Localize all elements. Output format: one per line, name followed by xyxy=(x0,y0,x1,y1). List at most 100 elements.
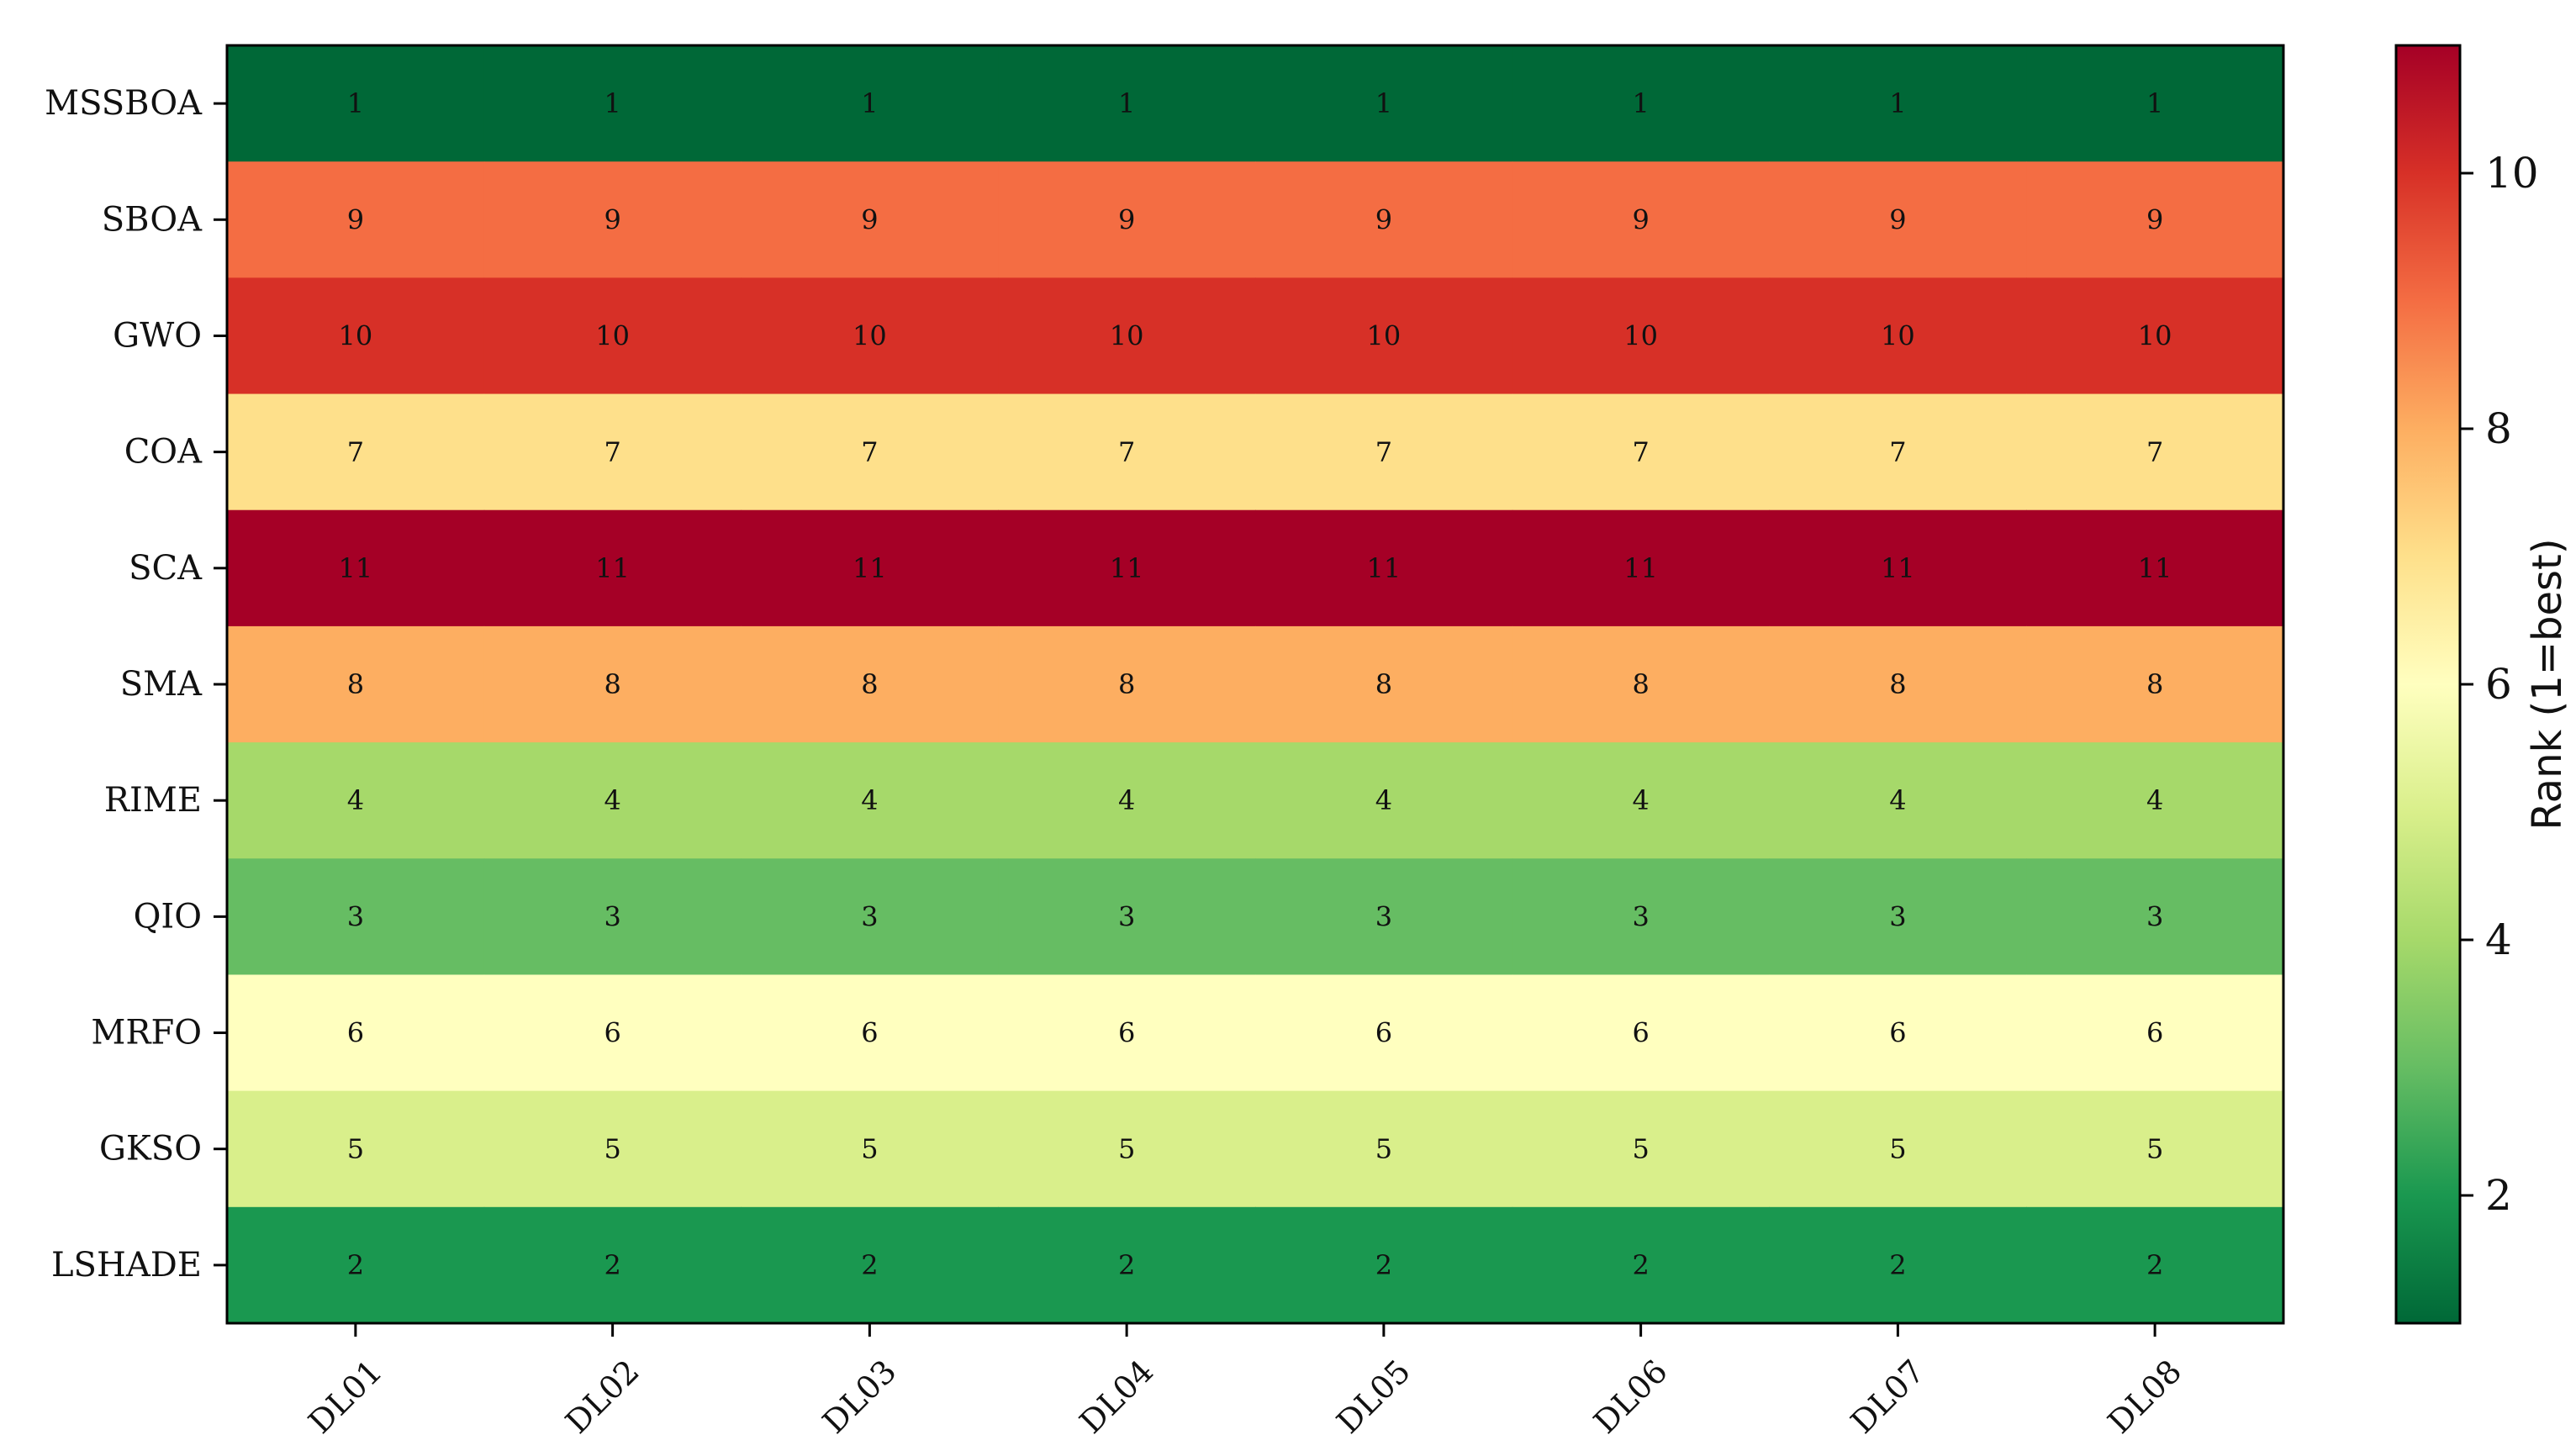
cell-value-label: 10 xyxy=(339,319,373,351)
heatmap-cell xyxy=(741,161,999,278)
heatmap-cell xyxy=(998,509,1256,627)
colorbar-gradient xyxy=(2396,45,2460,1323)
heatmap-cell xyxy=(1255,1206,1513,1324)
heatmap-cell xyxy=(2026,509,2284,627)
heatmap-cell xyxy=(483,858,742,976)
y-tick-label: LSHADE xyxy=(51,1246,202,1285)
cell-value-label: 2 xyxy=(1118,1249,1135,1281)
heatmap-cell xyxy=(741,393,999,511)
cell-value-label: 1 xyxy=(1632,87,1649,119)
cell-value-label: 6 xyxy=(347,1017,364,1049)
y-tick-label: GWO xyxy=(113,316,202,355)
heatmap-cell xyxy=(1769,974,2027,1092)
cell-value-label: 9 xyxy=(1375,203,1392,235)
cell-value-label: 8 xyxy=(1375,668,1392,700)
x-axis: DL01 DL02 DL03 DL04 DL05 DL06 DL07 DL08 xyxy=(301,1323,2188,1435)
cell-value-label: 6 xyxy=(1889,1017,1906,1049)
cell-value-label: 10 xyxy=(1881,319,1915,351)
cell-value-label: 3 xyxy=(1118,900,1135,932)
heatmap-cell xyxy=(2026,1090,2284,1208)
cell-value-label: 8 xyxy=(604,668,620,700)
cell-value-label: 4 xyxy=(1118,784,1135,816)
heatmap-cell xyxy=(1769,1090,2027,1208)
colorbar-label: Rank (1=best) xyxy=(2524,538,2571,830)
heatmap-cell xyxy=(741,625,999,743)
heatmap-cell xyxy=(2026,277,2284,395)
cell-value-label: 3 xyxy=(1632,900,1649,932)
cell-value-label: 2 xyxy=(861,1249,878,1281)
heatmap-cell xyxy=(998,161,1256,278)
cell-value-label: 7 xyxy=(1632,436,1649,468)
y-tick-label: MRFO xyxy=(91,1014,202,1053)
cell-value-label: 8 xyxy=(347,668,364,700)
heatmap-cell xyxy=(227,509,485,627)
cell-value-label: 10 xyxy=(1623,319,1658,351)
cell-value-label: 3 xyxy=(347,900,364,932)
cell-value-label: 1 xyxy=(2146,87,2163,119)
heatmap-cell xyxy=(483,509,742,627)
heatmap-cell xyxy=(227,393,485,511)
cell-value-label: 6 xyxy=(2146,1017,2163,1049)
heatmap-cell xyxy=(483,393,742,511)
cell-value-label: 7 xyxy=(1889,436,1906,468)
x-tick-label: DL05 xyxy=(1329,1353,1417,1435)
heatmap-cell xyxy=(998,1206,1256,1324)
heatmap-cell xyxy=(1769,161,2027,278)
colorbar-tick-label: 8 xyxy=(2485,404,2512,453)
cell-value-label: 4 xyxy=(861,784,878,816)
heatmap-cell xyxy=(227,742,485,859)
heatmap-cell xyxy=(483,625,742,743)
heatmap-cell xyxy=(1769,1206,2027,1324)
cell-value-label: 9 xyxy=(861,203,878,235)
cell-value-label: 2 xyxy=(2146,1249,2163,1281)
cell-value-label: 7 xyxy=(2146,436,2163,468)
cell-value-label: 1 xyxy=(1375,87,1392,119)
heatmap-cell xyxy=(2026,45,2284,162)
heatmap-cell xyxy=(1255,393,1513,511)
heatmap-cell xyxy=(2026,625,2284,743)
cell-value-label: 10 xyxy=(853,319,887,351)
heatmap-cell xyxy=(227,277,485,395)
heatmap-cell xyxy=(1512,974,1771,1092)
cell-value-label: 7 xyxy=(1375,436,1392,468)
heatmap-cell xyxy=(1255,1090,1513,1208)
cell-value-label: 2 xyxy=(1632,1249,1649,1281)
cell-value-label: 7 xyxy=(347,436,364,468)
heatmap-cell xyxy=(1769,45,2027,162)
heatmap-cell xyxy=(998,45,1256,162)
cell-value-label: 8 xyxy=(1118,668,1135,700)
heatmap-cell xyxy=(1512,1206,1771,1324)
cell-value-label: 2 xyxy=(1375,1249,1392,1281)
heatmap-cell xyxy=(1512,277,1771,395)
cell-value-label: 11 xyxy=(339,552,373,584)
cell-value-label: 4 xyxy=(604,784,620,816)
heatmap-cell xyxy=(1512,393,1771,511)
heatmap-cell xyxy=(2026,161,2284,278)
colorbar-tick-label: 2 xyxy=(2485,1171,2512,1220)
heatmap-cell xyxy=(227,1206,485,1324)
cell-value-label: 1 xyxy=(1889,87,1906,119)
heatmap-cell xyxy=(1255,509,1513,627)
heatmap-cell xyxy=(2026,742,2284,859)
y-tick-label: MSSBOA xyxy=(45,84,203,123)
x-tick-label: DL08 xyxy=(2101,1353,2189,1435)
cell-value-label: 3 xyxy=(1375,900,1392,932)
cell-value-label: 9 xyxy=(2146,203,2163,235)
heatmap-cell xyxy=(741,742,999,859)
heatmap-cell xyxy=(1512,509,1771,627)
cell-value-label: 9 xyxy=(1632,203,1649,235)
cell-value-label: 10 xyxy=(595,319,630,351)
y-tick-label: QIO xyxy=(134,897,202,936)
heatmap-cell xyxy=(483,161,742,278)
heatmap-cell xyxy=(483,45,742,162)
cell-value-label: 2 xyxy=(347,1249,364,1281)
heatmap-cell xyxy=(483,1090,742,1208)
cell-value-label: 11 xyxy=(1367,552,1401,584)
cell-value-label: 4 xyxy=(1375,784,1392,816)
cell-value-label: 8 xyxy=(1632,668,1649,700)
cell-value-label: 2 xyxy=(604,1249,620,1281)
heatmap-cell xyxy=(998,742,1256,859)
cell-value-label: 1 xyxy=(861,87,878,119)
cell-value-label: 7 xyxy=(1118,436,1135,468)
